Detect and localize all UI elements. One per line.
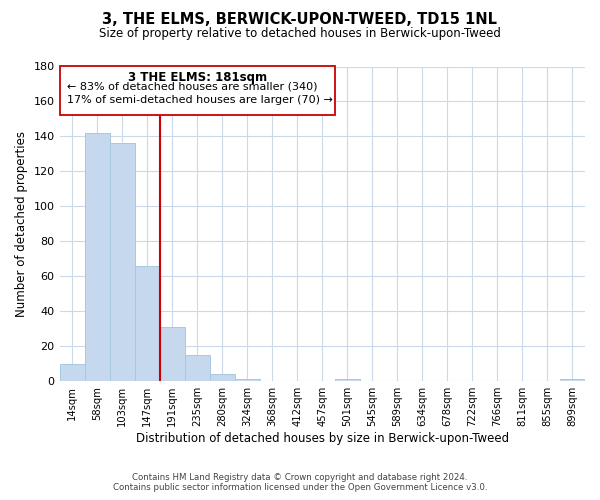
Bar [59,364,85,381]
Bar [335,380,360,381]
Text: 3 THE ELMS: 181sqm: 3 THE ELMS: 181sqm [128,71,267,84]
Text: 17% of semi-detached houses are larger (70) →: 17% of semi-detached houses are larger (… [67,96,333,106]
Bar [110,144,134,381]
Text: ← 83% of detached houses are smaller (340): ← 83% of detached houses are smaller (34… [67,82,317,92]
Bar [160,327,185,381]
Y-axis label: Number of detached properties: Number of detached properties [15,131,28,317]
X-axis label: Distribution of detached houses by size in Berwick-upon-Tweed: Distribution of detached houses by size … [136,432,509,445]
Bar [185,355,209,381]
Bar [235,380,260,381]
Bar [59,66,335,116]
Text: 3, THE ELMS, BERWICK-UPON-TWEED, TD15 1NL: 3, THE ELMS, BERWICK-UPON-TWEED, TD15 1N… [103,12,497,28]
Bar [85,133,110,381]
Text: Contains HM Land Registry data © Crown copyright and database right 2024.
Contai: Contains HM Land Registry data © Crown c… [113,473,487,492]
Bar [209,374,235,381]
Bar [560,380,585,381]
Bar [134,266,160,381]
Text: Size of property relative to detached houses in Berwick-upon-Tweed: Size of property relative to detached ho… [99,28,501,40]
